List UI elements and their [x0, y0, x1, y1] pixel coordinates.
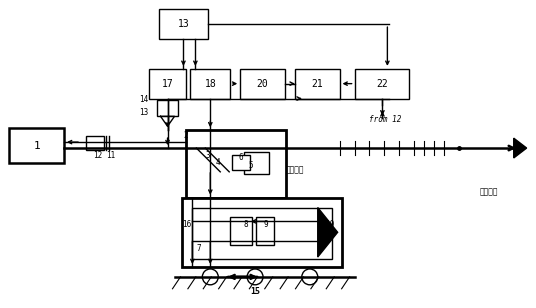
Bar: [256, 217, 274, 245]
Text: 1: 1: [33, 140, 40, 151]
Bar: [192, 208, 332, 259]
Text: from 12: from 12: [369, 115, 402, 124]
Bar: [86, 136, 104, 150]
Bar: [232, 155, 250, 170]
Text: 10: 10: [325, 220, 334, 229]
Text: 5: 5: [248, 161, 253, 170]
Bar: [9, 128, 64, 163]
Bar: [230, 217, 252, 245]
Text: 13: 13: [177, 19, 189, 29]
Bar: [187, 130, 286, 198]
Bar: [295, 69, 340, 99]
Text: 21: 21: [311, 79, 323, 89]
Bar: [159, 9, 209, 39]
Bar: [190, 69, 230, 99]
Text: 12: 12: [93, 151, 102, 160]
Text: 7: 7: [196, 244, 201, 253]
Bar: [354, 69, 410, 99]
Text: 8: 8: [243, 220, 248, 229]
Text: 测量终点: 测量终点: [480, 188, 498, 197]
Polygon shape: [513, 138, 527, 158]
Text: 6: 6: [238, 153, 243, 162]
Text: 13: 13: [139, 108, 148, 117]
Text: 16: 16: [182, 220, 192, 229]
Text: 4: 4: [215, 158, 220, 167]
Bar: [148, 69, 187, 99]
Bar: [157, 100, 178, 116]
Text: 14: 14: [139, 95, 148, 104]
Text: 18: 18: [204, 79, 216, 89]
Text: 测量起点: 测量起点: [286, 166, 304, 175]
Bar: [244, 152, 269, 174]
Polygon shape: [318, 208, 338, 257]
Text: 2: 2: [183, 131, 188, 140]
Text: 22: 22: [376, 79, 388, 89]
Bar: [240, 69, 285, 99]
Text: 17: 17: [162, 79, 174, 89]
Bar: [182, 198, 341, 267]
Text: 3: 3: [205, 151, 210, 160]
Text: 15: 15: [250, 287, 260, 296]
Text: 20: 20: [257, 79, 269, 89]
Text: 11: 11: [106, 151, 115, 160]
Text: 9: 9: [263, 220, 267, 229]
